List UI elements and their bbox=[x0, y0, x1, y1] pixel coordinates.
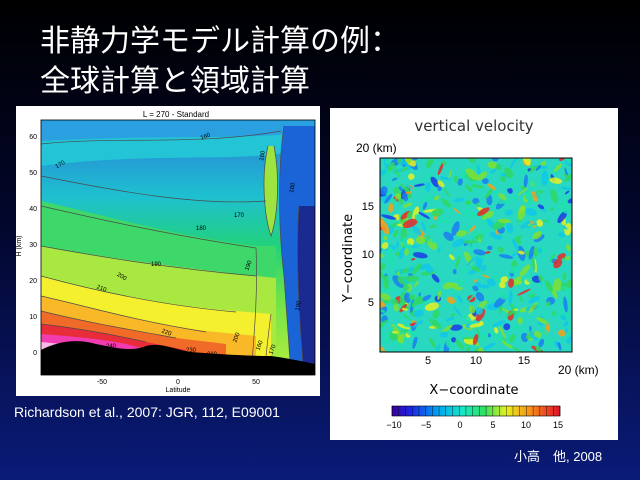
colorbar-tick: 10 bbox=[521, 420, 531, 430]
left-y-tick: 0 bbox=[33, 350, 37, 357]
right-figure-caption: 小高 他, 2008 bbox=[514, 449, 603, 464]
left-plot-title: L = 270 - Standard bbox=[143, 110, 209, 119]
left-y-tick: 20 bbox=[29, 278, 37, 285]
global-temperature-plot: L = 270 - Standard H (km) 0 10 20 30 40 … bbox=[16, 110, 316, 394]
contour-label: 200 bbox=[116, 272, 128, 283]
left-y-tick: 10 bbox=[29, 314, 37, 321]
left-x-tick: 0 bbox=[176, 379, 180, 386]
contour-label: 240 bbox=[106, 344, 117, 350]
colorbar-tick: −10 bbox=[386, 420, 401, 430]
contour-label: 170 bbox=[55, 160, 67, 171]
contour-label: 220 bbox=[161, 329, 173, 338]
right-x-axis-label: X−coordinate bbox=[429, 383, 518, 398]
slide-title: 非静力学モデル計算の例： 全球計算と領域計算 bbox=[40, 22, 400, 102]
left-y-axis-label: H (km) bbox=[16, 236, 23, 257]
x-range-label: 20 (km) bbox=[558, 363, 599, 377]
contour-label: 190 bbox=[151, 262, 162, 268]
contour-label: 160 bbox=[256, 339, 265, 351]
left-x-tick: 50 bbox=[252, 379, 260, 386]
colorbar-tick: 15 bbox=[553, 420, 563, 430]
left-y-tick: 40 bbox=[29, 206, 37, 213]
right-y-axis-label: Y−coordinate bbox=[341, 214, 356, 303]
contour-label: 170 bbox=[234, 213, 245, 219]
colorbar-tick: −5 bbox=[421, 420, 431, 430]
colorbar bbox=[391, 405, 561, 417]
right-y-tick: 10 bbox=[362, 249, 374, 261]
right-x-tick: 10 bbox=[470, 355, 482, 367]
left-x-axis-label: Latitude bbox=[166, 387, 191, 394]
contour-label: 210 bbox=[207, 352, 218, 358]
y-range-label: 20 (km) bbox=[356, 141, 397, 155]
right-plot-title: vertical velocity bbox=[414, 117, 533, 135]
contour-label: 180 bbox=[196, 226, 207, 232]
right-x-tick: 15 bbox=[518, 355, 530, 367]
left-y-tick: 30 bbox=[29, 242, 37, 249]
slide-title-line1: 非静力学モデル計算の例： bbox=[40, 24, 400, 59]
left-x-tick: -50 bbox=[97, 379, 107, 386]
vertical-velocity-plot: vertical velocity 20 (km) 5 10 15 Y−coor… bbox=[341, 117, 599, 430]
contour-label: 180 bbox=[259, 150, 267, 162]
contour-label: 210 bbox=[96, 285, 108, 294]
regional-model-figure: vertical velocity 20 (km) 5 10 15 Y−coor… bbox=[330, 108, 618, 440]
right-y-tick: 15 bbox=[362, 201, 374, 213]
slide-title-line2: 全球計算と領域計算 bbox=[40, 64, 310, 99]
left-y-tick: 50 bbox=[29, 170, 37, 177]
contour-label: 170 bbox=[269, 343, 278, 355]
contour-label: 180 bbox=[289, 182, 297, 194]
left-figure-caption: Richardson et al., 2007: JGR, 112, E0900… bbox=[14, 404, 280, 420]
left-y-tick: 60 bbox=[29, 134, 37, 141]
right-x-tick: 5 bbox=[425, 355, 431, 367]
colorbar-tick: 5 bbox=[490, 420, 495, 430]
colorbar-tick: 0 bbox=[457, 420, 462, 430]
right-y-tick: 5 bbox=[368, 297, 374, 309]
velocity-field bbox=[380, 158, 572, 352]
contour-label: 230 bbox=[186, 348, 197, 354]
contour-label: 200 bbox=[233, 331, 242, 343]
contour-label: 190 bbox=[245, 259, 254, 271]
contour-label: 190 bbox=[295, 300, 303, 312]
contour-label: 160 bbox=[200, 132, 212, 141]
global-model-figure: L = 270 - Standard H (km) 0 10 20 30 40 … bbox=[16, 106, 320, 396]
